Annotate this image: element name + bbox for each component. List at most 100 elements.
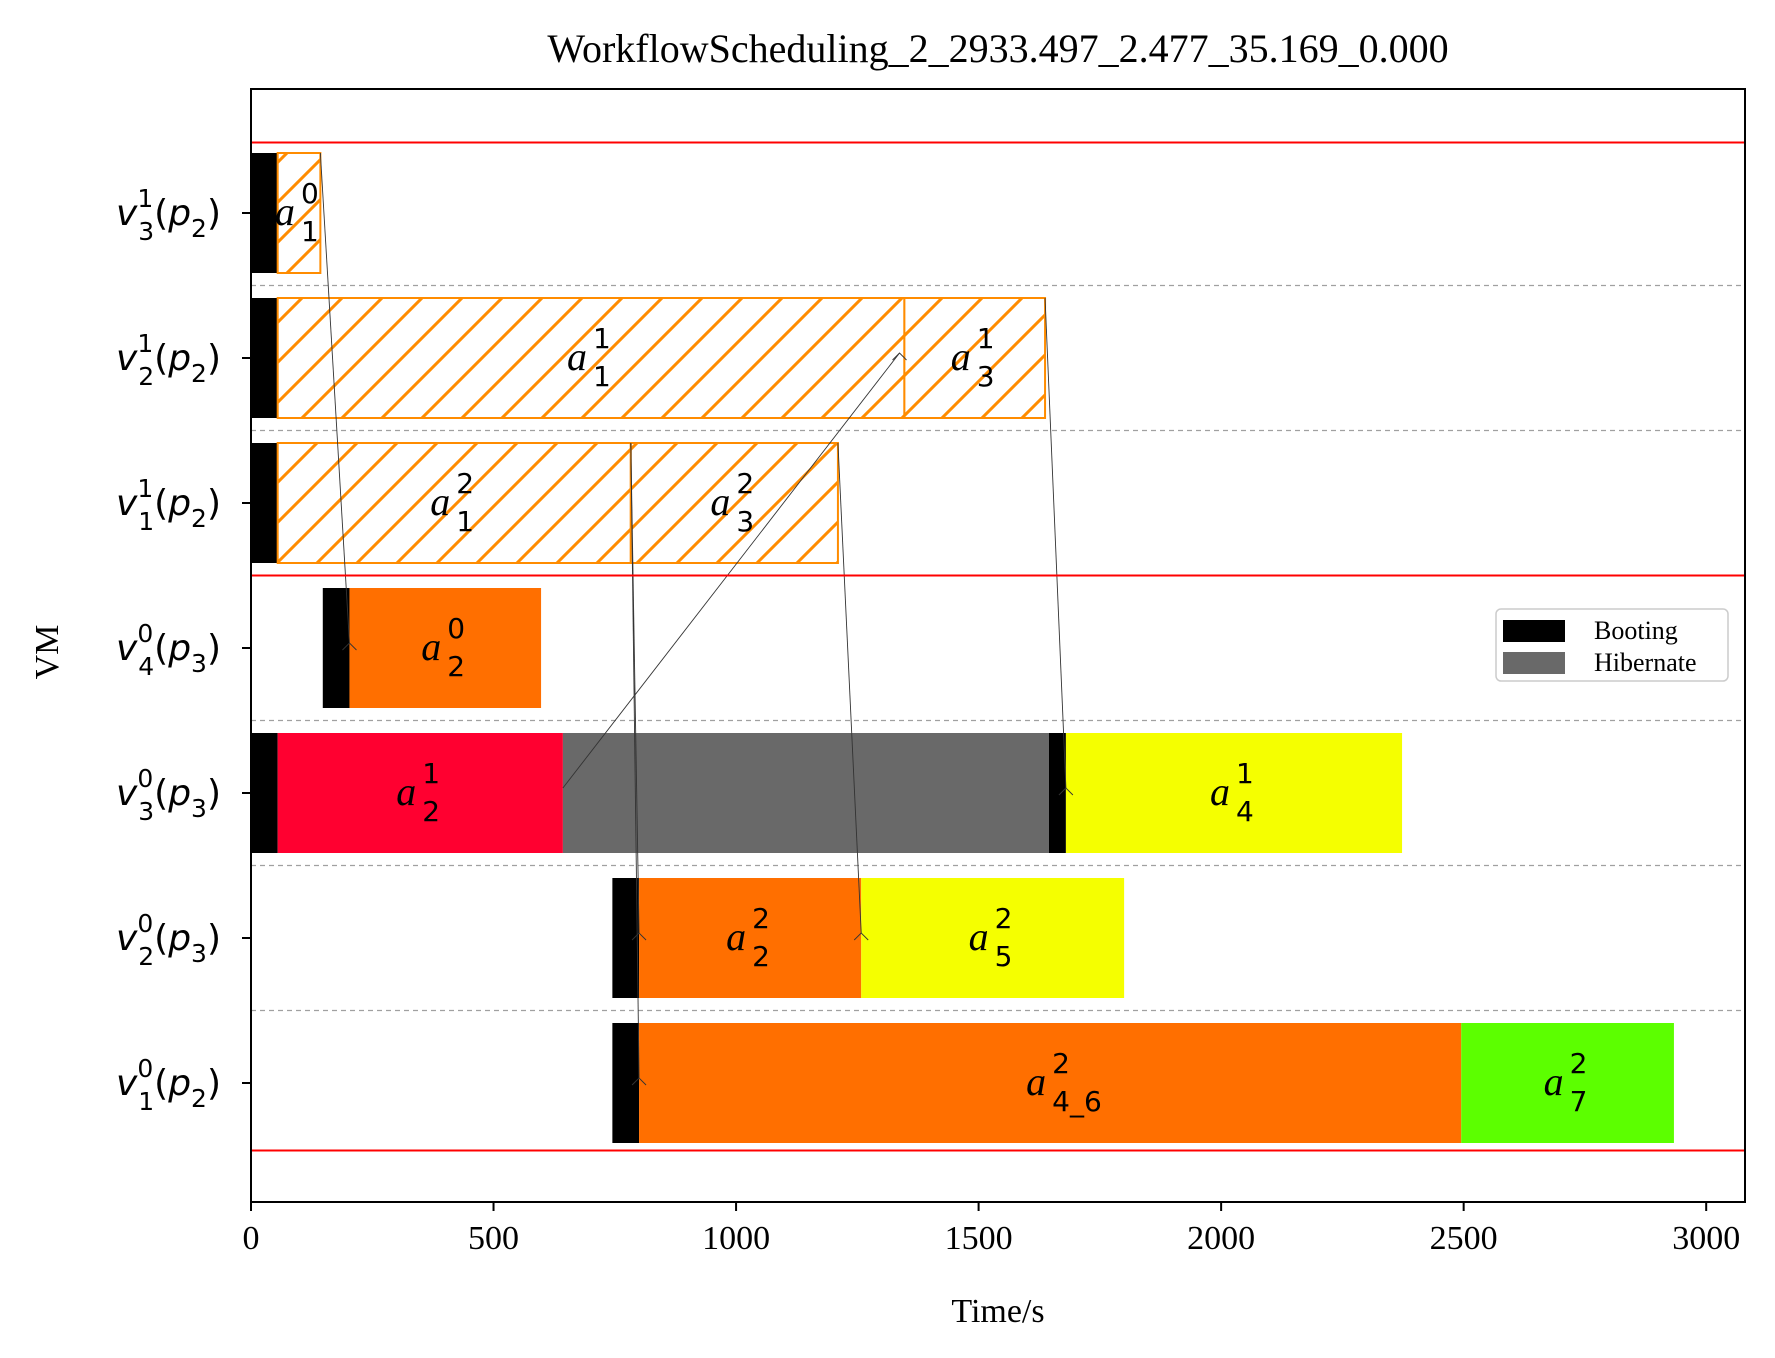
hibernate-bar xyxy=(562,733,1049,853)
y-tick-label: v1 2(p2) xyxy=(116,329,221,391)
task-bar xyxy=(349,588,542,708)
booting-bar xyxy=(251,443,278,563)
chart-title: WorkflowScheduling_2_2933.497_2.477_35.1… xyxy=(547,26,1448,71)
y-tick-label: v0 4(p3) xyxy=(116,619,221,681)
task-label-sup: 1 xyxy=(422,757,440,790)
task-label-base: a xyxy=(421,624,441,669)
task-bar xyxy=(1461,1023,1674,1143)
dependency-line xyxy=(562,352,900,789)
dependency-arrowhead xyxy=(631,1077,647,1086)
task-bar xyxy=(629,442,839,564)
task-label-sub: 1 xyxy=(301,215,319,248)
task-label: a 2 1 xyxy=(430,467,474,538)
plot-area: a 01a 11 a 13a 21 a 23a 02a 12 a 14a 22 a 25a 24_6 a 270 5… xyxy=(116,88,1746,1257)
task-label-base: a xyxy=(951,334,971,379)
task-label: a 1 1 xyxy=(567,322,611,393)
legend-label: Booting xyxy=(1594,616,1678,645)
task-label-sub: 2 xyxy=(447,650,465,683)
task-label-sup: 2 xyxy=(736,467,754,500)
task-label-base: a xyxy=(430,479,450,524)
x-tick-label: 2000 xyxy=(1187,1220,1255,1257)
task-label-sup: 2 xyxy=(995,902,1013,935)
task-bar xyxy=(903,297,1047,419)
booting-bar xyxy=(1048,733,1066,853)
plot-frame xyxy=(250,88,1746,1203)
task-label: a 2 7 xyxy=(1544,1047,1588,1118)
task-bar xyxy=(277,733,563,853)
task-label-base: a xyxy=(1544,1059,1564,1104)
booting-bar xyxy=(322,588,350,708)
dependency-line xyxy=(1044,297,1067,789)
task-label: a 1 4 xyxy=(1210,757,1254,828)
task-bar xyxy=(861,878,1125,998)
task-label-sup: 1 xyxy=(593,322,611,355)
task-label-base: a xyxy=(969,914,989,959)
dependency-arrowhead xyxy=(342,642,357,651)
x-tick-label: 2500 xyxy=(1430,1220,1498,1257)
task-label: a 0 1 xyxy=(275,177,319,248)
task-label-sub: 2 xyxy=(752,940,770,973)
task-label-sup: 0 xyxy=(301,177,319,210)
task-bar xyxy=(276,442,632,564)
task-label: a 2 5 xyxy=(969,902,1013,973)
task-label-sup: 0 xyxy=(447,612,465,645)
task-label: a 2 4_6 xyxy=(1026,1047,1102,1118)
dependency-line xyxy=(630,442,640,1079)
y-tick-label: v1 3(p2) xyxy=(116,184,221,246)
task-label-sup: 1 xyxy=(977,322,995,355)
task-label-sub: 2 xyxy=(422,795,440,828)
task-label-base: a xyxy=(1210,769,1230,814)
task-label-sup: 2 xyxy=(1052,1047,1070,1080)
dependency-line xyxy=(837,442,862,934)
task-label-sup: 1 xyxy=(1236,757,1254,790)
task-label-sub: 1 xyxy=(593,360,611,393)
task-label-sup: 2 xyxy=(456,467,474,500)
task-label-base: a xyxy=(710,479,730,524)
booting-bar xyxy=(251,298,278,418)
task-label-sub: 3 xyxy=(736,505,754,538)
y-axis-label: VM xyxy=(29,625,66,680)
y-tick-label: v0 2(p3) xyxy=(116,909,221,971)
x-axis-label: Time/s xyxy=(951,1293,1044,1330)
x-tick-label: 1500 xyxy=(945,1220,1013,1257)
booting-bar xyxy=(251,153,278,273)
legend: Booting Hibernate xyxy=(1495,608,1729,682)
task-label-sub: 1 xyxy=(456,505,474,538)
y-tick-label: v0 3(p3) xyxy=(116,764,221,826)
task-label-base: a xyxy=(275,189,295,234)
task-label-sub: 3 xyxy=(977,360,995,393)
x-tick-label: 1000 xyxy=(702,1220,770,1257)
task-label-base: a xyxy=(1026,1059,1046,1104)
dependency-line xyxy=(319,152,350,644)
y-tick-label: v1 1(p2) xyxy=(116,474,221,536)
x-tick-label: 500 xyxy=(468,1220,519,1257)
task-label: a 2 3 xyxy=(710,467,754,538)
dependency-arrowhead xyxy=(892,352,907,361)
dependency-arrowhead xyxy=(853,932,869,941)
task-bar xyxy=(639,1023,1462,1143)
task-label-sup: 2 xyxy=(1570,1047,1588,1080)
task-label-sub: 7 xyxy=(1570,1085,1588,1118)
task-label-sup: 2 xyxy=(752,902,770,935)
task-label-base: a xyxy=(726,914,746,959)
task-bar xyxy=(1065,733,1403,853)
task-label: a 0 2 xyxy=(421,612,465,683)
booting-bar xyxy=(612,878,640,998)
legend-swatch xyxy=(1503,620,1565,642)
task-label-base: a xyxy=(567,334,587,379)
task-bar xyxy=(276,152,322,274)
x-tick-label: 0 xyxy=(243,1220,260,1257)
legend-swatch xyxy=(1503,652,1565,674)
task-bar xyxy=(639,878,862,998)
dependency-arrowhead xyxy=(1058,787,1074,796)
task-bar xyxy=(276,297,906,419)
task-label-sub: 4 xyxy=(1236,795,1254,828)
task-label-base: a xyxy=(396,769,416,814)
task-label: a 1 3 xyxy=(951,322,995,393)
legend-label: Hibernate xyxy=(1594,648,1697,677)
task-label-sub: 4_6 xyxy=(1052,1085,1102,1118)
task-label-sub: 5 xyxy=(995,940,1013,973)
dependency-arrowhead xyxy=(631,932,647,941)
booting-bar xyxy=(612,1023,640,1143)
